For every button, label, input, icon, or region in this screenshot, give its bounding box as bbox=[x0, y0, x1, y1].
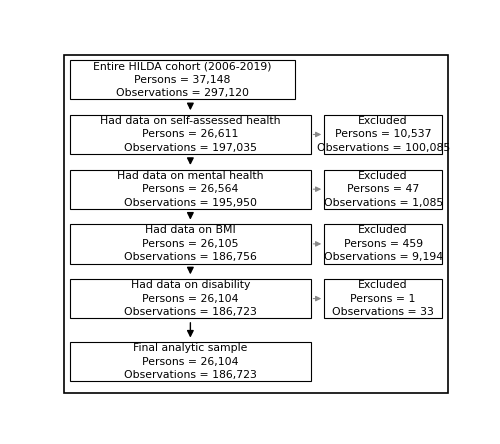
FancyBboxPatch shape bbox=[70, 170, 310, 209]
FancyBboxPatch shape bbox=[324, 115, 442, 154]
FancyBboxPatch shape bbox=[70, 342, 310, 381]
FancyBboxPatch shape bbox=[324, 170, 442, 209]
Text: Had data on mental health
Persons = 26,564
Observations = 195,950: Had data on mental health Persons = 26,5… bbox=[117, 170, 264, 208]
Text: Excluded
Persons = 47
Observations = 1,085: Excluded Persons = 47 Observations = 1,0… bbox=[324, 170, 443, 208]
Text: Entire HILDA cohort (2006-2019)
Persons = 37,148
Observations = 297,120: Entire HILDA cohort (2006-2019) Persons … bbox=[94, 61, 272, 99]
FancyBboxPatch shape bbox=[70, 279, 310, 318]
Text: Excluded
Persons = 1
Observations = 33: Excluded Persons = 1 Observations = 33 bbox=[332, 280, 434, 317]
Text: Excluded
Persons = 459
Observations = 9,194: Excluded Persons = 459 Observations = 9,… bbox=[324, 225, 442, 262]
FancyBboxPatch shape bbox=[70, 224, 310, 264]
FancyBboxPatch shape bbox=[324, 279, 442, 318]
Text: Excluded
Persons = 10,537
Observations = 100,085: Excluded Persons = 10,537 Observations =… bbox=[316, 116, 450, 153]
FancyBboxPatch shape bbox=[324, 224, 442, 264]
FancyBboxPatch shape bbox=[70, 115, 310, 154]
Text: Had data on BMI
Persons = 26,105
Observations = 186,756: Had data on BMI Persons = 26,105 Observa… bbox=[124, 225, 257, 262]
Text: Final analytic sample
Persons = 26,104
Observations = 186,723: Final analytic sample Persons = 26,104 O… bbox=[124, 343, 257, 381]
Text: Had data on disability
Persons = 26,104
Observations = 186,723: Had data on disability Persons = 26,104 … bbox=[124, 280, 257, 317]
FancyBboxPatch shape bbox=[70, 60, 295, 99]
Text: Had data on self-assessed health
Persons = 26,611
Observations = 197,035: Had data on self-assessed health Persons… bbox=[100, 116, 280, 153]
